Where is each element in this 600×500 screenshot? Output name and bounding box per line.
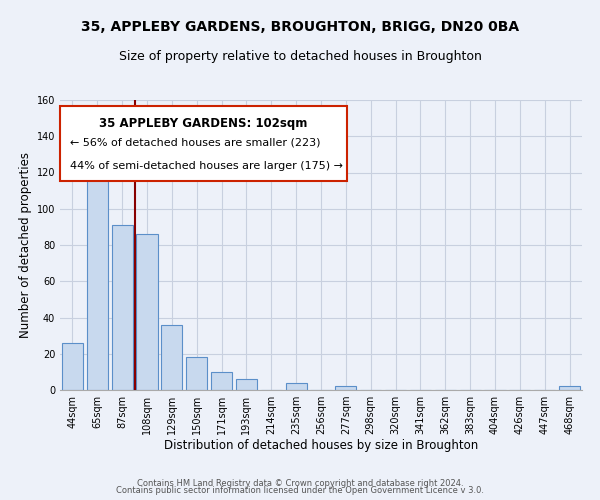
Bar	[161, 325, 182, 390]
X-axis label: Distribution of detached houses by size in Broughton: Distribution of detached houses by size …	[164, 438, 478, 452]
Bar	[186, 358, 207, 390]
Bar	[286, 383, 307, 390]
Bar	[211, 372, 232, 390]
Bar	[112, 225, 133, 390]
Bar	[335, 386, 356, 390]
Bar	[136, 234, 158, 390]
Bar	[87, 167, 108, 390]
FancyBboxPatch shape	[60, 106, 347, 181]
Text: Contains HM Land Registry data © Crown copyright and database right 2024.: Contains HM Land Registry data © Crown c…	[137, 478, 463, 488]
Text: 35, APPLEBY GARDENS, BROUGHTON, BRIGG, DN20 0BA: 35, APPLEBY GARDENS, BROUGHTON, BRIGG, D…	[81, 20, 519, 34]
Bar	[559, 386, 580, 390]
Text: Contains public sector information licensed under the Open Government Licence v : Contains public sector information licen…	[116, 486, 484, 495]
Text: 35 APPLEBY GARDENS: 102sqm: 35 APPLEBY GARDENS: 102sqm	[100, 118, 308, 130]
Bar	[62, 343, 83, 390]
Y-axis label: Number of detached properties: Number of detached properties	[19, 152, 32, 338]
Bar	[236, 379, 257, 390]
Text: ← 56% of detached houses are smaller (223): ← 56% of detached houses are smaller (22…	[70, 138, 321, 147]
Text: Size of property relative to detached houses in Broughton: Size of property relative to detached ho…	[119, 50, 481, 63]
Text: 44% of semi-detached houses are larger (175) →: 44% of semi-detached houses are larger (…	[70, 161, 343, 171]
